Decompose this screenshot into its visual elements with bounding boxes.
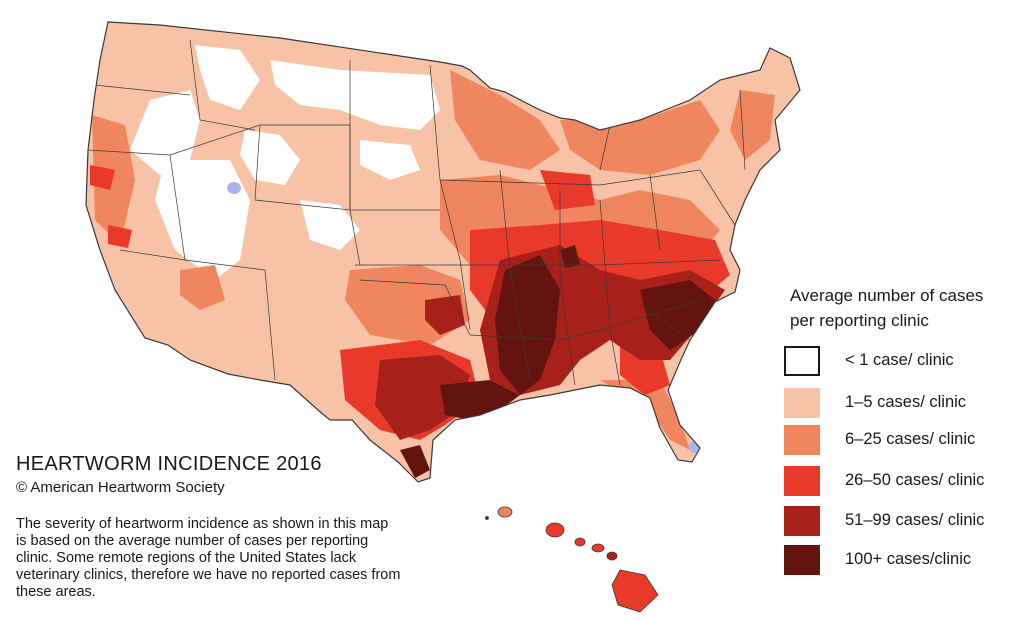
- copyright-notice: © American Heartworm Society: [16, 479, 225, 496]
- legend-item-very-high: 51–99 cases/ clinic: [784, 506, 1014, 538]
- legend-title: Average number of cases per reporting cl…: [790, 283, 983, 333]
- legend-label: 51–99 cases/ clinic: [845, 511, 985, 529]
- legend-item-mid: 6–25 cases/ clinic: [784, 425, 1014, 457]
- legend-item-high: 26–50 cases/ clinic: [784, 466, 1014, 498]
- legend-label: 6–25 cases/ clinic: [845, 430, 976, 448]
- legend-swatch: [784, 388, 820, 418]
- legend-title-line1: Average number of cases: [790, 286, 984, 305]
- map-title: HEARTWORM INCIDENCE 2016: [16, 453, 322, 475]
- legend-swatch: [784, 545, 820, 575]
- legend-swatch: [784, 466, 820, 496]
- map-description: The severity of heartworm incidence as s…: [16, 516, 401, 600]
- legend-item-low: 1–5 cases/ clinic: [784, 388, 1014, 420]
- legend-title-line2: per reporting clinic: [790, 311, 929, 330]
- legend-label: < 1 case/ clinic: [845, 351, 954, 369]
- state-borders: [87, 39, 746, 386]
- legend-label: 100+ cases/clinic: [845, 550, 972, 568]
- legend-item-extreme: 100+ cases/clinic: [784, 545, 1014, 577]
- legend-label: 1–5 cases/ clinic: [845, 393, 967, 411]
- legend-swatch: [784, 506, 820, 536]
- continental-us: [85, 21, 801, 483]
- legend-swatch: [784, 425, 820, 455]
- us-outline: [85, 21, 801, 483]
- no-clinic-regions: [130, 45, 440, 280]
- legend-swatch: [784, 346, 820, 376]
- extreme-incidence-regions: [400, 245, 715, 478]
- hawaii: [485, 506, 659, 613]
- legend-item-none: < 1 case/ clinic: [784, 346, 1014, 378]
- legend-label: 26–50 cases/ clinic: [845, 471, 985, 489]
